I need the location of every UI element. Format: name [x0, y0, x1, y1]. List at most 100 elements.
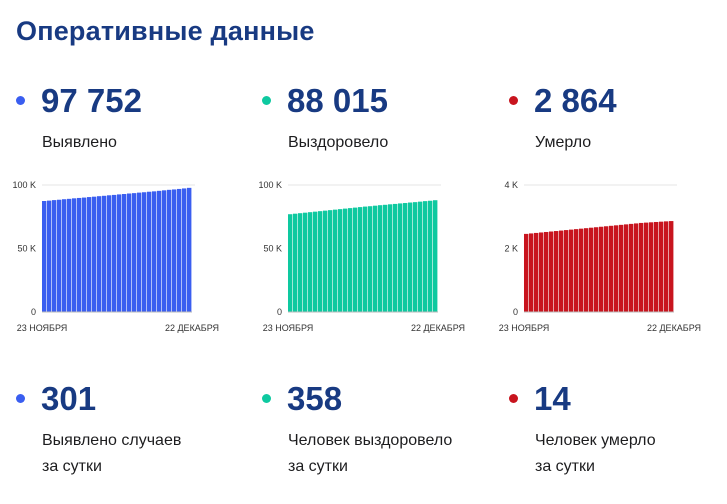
chart-bar — [77, 197, 82, 312]
chart-bar — [288, 214, 293, 312]
chart-bar — [634, 223, 639, 312]
x-start-label: 23 НОЯБРЯ — [17, 323, 68, 333]
chart-bar — [549, 231, 554, 312]
daily-recovered-value: 358 — [287, 380, 343, 417]
chart-bar — [368, 206, 373, 312]
chart-bar — [87, 197, 92, 312]
chart-bar — [539, 232, 544, 312]
chart-bar — [604, 226, 609, 312]
x-start-label: 23 НОЯБРЯ — [499, 323, 550, 333]
chart-bar — [92, 196, 97, 312]
y-tick-label: 50 K — [17, 244, 36, 254]
chart-bar — [328, 210, 333, 312]
chart-bar — [57, 199, 62, 312]
chart-bar — [624, 224, 629, 312]
daily-detected-label-line1: Выявлено случаев — [42, 432, 182, 449]
total-detected-row: 97 752 — [16, 84, 142, 117]
total-recovered-value: 88 015 — [287, 82, 388, 119]
chart-bar — [644, 222, 649, 312]
chart-bar — [544, 231, 549, 312]
x-end-label: 22 ДЕКАБРЯ — [411, 323, 465, 333]
total-recovered-label: Выздоровело — [288, 134, 389, 151]
chart-bar — [298, 213, 303, 312]
chart-bar — [418, 201, 423, 312]
chart-bar — [358, 207, 363, 312]
daily-recovered-label-line1: Человек выздоровело — [288, 432, 453, 449]
chart-bar — [182, 188, 187, 312]
chart-bar — [42, 201, 47, 312]
x-start-label: 23 НОЯБРЯ — [263, 323, 314, 333]
chart-bar — [323, 210, 328, 312]
y-tick-label: 0 — [513, 307, 518, 317]
chart-bar — [82, 197, 87, 312]
chart-bar — [594, 227, 599, 312]
chart-bar — [313, 211, 318, 312]
total-recovered-row: 88 015 — [262, 84, 388, 117]
total-died-label: Умерло — [535, 134, 592, 151]
chart-bar — [609, 225, 614, 312]
chart-bar — [413, 202, 418, 312]
daily-recovered-label-line2: за сутки — [288, 458, 348, 475]
chart-bar — [378, 205, 383, 312]
detected-daily-dot-icon — [16, 394, 25, 403]
daily-died-label-line2: за сутки — [535, 458, 595, 475]
chart-bar — [564, 230, 569, 312]
chart-bar — [117, 194, 122, 312]
chart-bar — [524, 233, 529, 312]
y-tick-label: 50 K — [263, 244, 282, 254]
chart-bar — [348, 208, 353, 312]
chart-bar — [122, 194, 127, 312]
x-end-label: 22 ДЕКАБРЯ — [647, 323, 701, 333]
chart-bar — [142, 192, 147, 312]
chart-bar — [398, 203, 403, 312]
chart-bar — [664, 221, 669, 312]
y-tick-label: 100 K — [258, 180, 282, 190]
total-detected-label: Выявлено — [42, 134, 117, 151]
page-title: Оперативные данные — [16, 16, 315, 46]
chart-bar — [649, 222, 654, 312]
chart-bar — [614, 225, 619, 312]
y-tick-label: 4 K — [504, 180, 518, 190]
died-daily-dot-icon — [509, 394, 518, 403]
daily-died-value: 14 — [534, 380, 571, 417]
chart-bar — [428, 200, 433, 312]
daily-died-row: 14 — [509, 382, 571, 415]
chart-bar — [433, 200, 438, 312]
chart-bar — [303, 212, 308, 312]
total-died-value: 2 864 — [534, 82, 617, 119]
chart-bar — [162, 190, 167, 312]
daily-detected-row: 301 — [16, 382, 96, 415]
chart-bar — [403, 203, 408, 312]
chart-bar — [137, 192, 142, 312]
chart-bar — [147, 191, 152, 312]
chart-bar — [574, 229, 579, 312]
chart-bar — [629, 223, 634, 312]
daily-detected-label-line2: за сутки — [42, 458, 102, 475]
detected-dot-icon — [16, 96, 25, 105]
daily-detected-value: 301 — [41, 380, 97, 417]
chart-bar — [338, 209, 343, 312]
chart-bar — [187, 187, 192, 312]
chart-bar — [534, 232, 539, 312]
chart-detected: 0 50 K 100 K 23 НОЯБРЯ 22 ДЕКАБРЯ — [12, 180, 219, 333]
recovered-daily-dot-icon — [262, 394, 271, 403]
daily-recovered-row: 358 — [262, 382, 342, 415]
chart-bar — [654, 221, 659, 312]
chart-bar — [579, 228, 584, 312]
chart-bar — [72, 198, 77, 312]
chart-bar — [343, 208, 348, 312]
recovered-dot-icon — [262, 96, 271, 105]
chart-bar — [589, 227, 594, 312]
total-detected-value: 97 752 — [41, 82, 142, 119]
chart-bar — [177, 188, 182, 312]
chart-bar — [47, 200, 52, 312]
died-dot-icon — [509, 96, 518, 105]
chart-bar — [393, 203, 398, 312]
chart-bar — [383, 204, 388, 312]
chart-bar — [373, 205, 378, 312]
chart-bar — [67, 198, 72, 312]
chart-bar — [293, 213, 298, 312]
chart-bar — [172, 189, 177, 312]
y-tick-label: 0 — [277, 307, 282, 317]
daily-died-label-line1: Человек умерло — [535, 432, 656, 449]
